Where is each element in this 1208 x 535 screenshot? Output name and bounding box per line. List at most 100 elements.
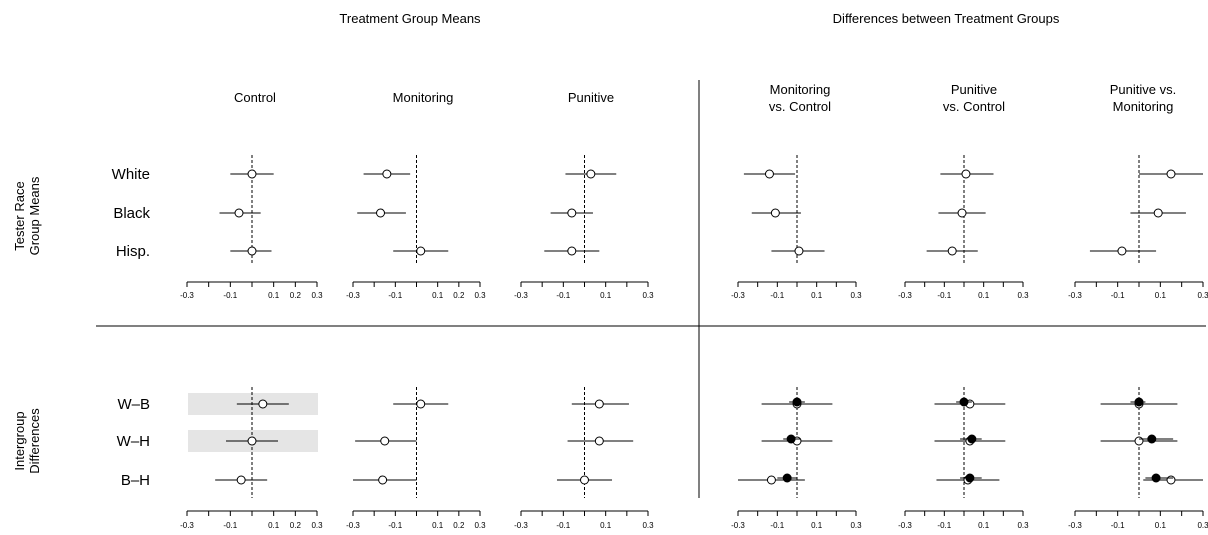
- point-estimate-open: [594, 436, 604, 446]
- point-estimate-open: [957, 208, 967, 218]
- column-title: Punitive: [568, 90, 614, 105]
- point-estimate-filled: [786, 434, 796, 444]
- x-tick-label: -0.3: [1068, 291, 1082, 300]
- x-tick-label: 0.2: [453, 291, 465, 300]
- x-tick-label: -0.1: [770, 521, 784, 530]
- column-title: vs. Control: [769, 99, 831, 114]
- x-tick-label: -0.1: [223, 291, 237, 300]
- x-tick-label: 0.1: [432, 521, 444, 530]
- point-estimate-open: [247, 246, 257, 256]
- x-tick-label: -0.1: [1111, 291, 1125, 300]
- column-title: Punitive vs.: [1110, 82, 1176, 97]
- x-tick-label: 0.1: [978, 291, 990, 300]
- top-row-label-line: Tester Race: [12, 181, 27, 250]
- point-estimate-open: [258, 399, 268, 409]
- x-tick-label: 0.3: [474, 521, 486, 530]
- point-estimate-open: [1117, 246, 1127, 256]
- point-estimate-open: [1134, 436, 1144, 446]
- right-heading: Differences between Treatment Groups: [833, 11, 1060, 26]
- x-tick-label: 0.2: [290, 291, 302, 300]
- x-tick-label: -0.1: [556, 291, 570, 300]
- top-row-label: Tester Race Group Means: [12, 176, 42, 255]
- x-tick-label: -0.3: [514, 521, 528, 530]
- x-tick-label: 0.1: [432, 291, 444, 300]
- x-tick-label: -0.1: [223, 521, 237, 530]
- bottom-row-label: Intergroup Differences: [12, 408, 42, 474]
- point-estimate-open: [382, 169, 392, 179]
- x-tick-label: 0.3: [311, 521, 323, 530]
- x-tick-label: 0.3: [1197, 291, 1208, 300]
- x-tick-label: -0.3: [514, 291, 528, 300]
- x-tick-label: -0.3: [1068, 521, 1082, 530]
- point-estimate-open: [961, 169, 971, 179]
- x-tick-label: 0.3: [311, 291, 323, 300]
- x-tick-label: -0.3: [898, 521, 912, 530]
- x-tick-label: -0.1: [937, 521, 951, 530]
- x-tick-label: 0.3: [850, 291, 862, 300]
- point-estimate-open: [247, 436, 257, 446]
- x-tick-label: -0.3: [731, 291, 745, 300]
- x-tick-label: -0.1: [388, 521, 402, 530]
- x-tick-label: -0.1: [770, 291, 784, 300]
- x-tick-label: 0.3: [1197, 521, 1208, 530]
- point-estimate-filled: [782, 473, 792, 483]
- column-title: Monitoring: [393, 90, 454, 105]
- column-title: Punitive: [951, 82, 997, 97]
- column-title: vs. Control: [943, 99, 1005, 114]
- row-category-label: W–H: [117, 433, 150, 450]
- point-estimate-open: [1166, 169, 1176, 179]
- x-tick-label: -0.3: [346, 291, 360, 300]
- point-estimate-open: [234, 208, 244, 218]
- point-estimate-open: [586, 169, 596, 179]
- bottom-row-label-line: Differences: [27, 408, 42, 474]
- x-tick-label: 0.1: [600, 291, 612, 300]
- x-tick-label: 0.2: [290, 521, 302, 530]
- point-estimate-filled: [1151, 473, 1161, 483]
- point-estimate-open: [766, 475, 776, 485]
- point-estimate-open: [794, 246, 804, 256]
- point-estimate-open: [247, 169, 257, 179]
- plot-layer: Control Monitoring Punitive Monitoring vs. C…: [112, 82, 1208, 530]
- x-tick-label: 0.3: [642, 521, 654, 530]
- row-category-label: Hisp.: [116, 243, 150, 260]
- point-estimate-open: [764, 169, 774, 179]
- point-estimate-open: [378, 475, 388, 485]
- point-estimate-open: [416, 399, 426, 409]
- point-estimate-open: [947, 246, 957, 256]
- point-estimate-open: [376, 208, 386, 218]
- point-estimate-open: [594, 399, 604, 409]
- x-tick-label: 0.1: [1155, 291, 1167, 300]
- x-tick-label: 0.1: [1155, 521, 1167, 530]
- point-estimate-open: [1166, 475, 1176, 485]
- point-estimate-filled: [792, 397, 802, 407]
- x-tick-label: 0.1: [268, 521, 280, 530]
- x-tick-label: 0.3: [1017, 521, 1029, 530]
- row-category-label: W–B: [117, 396, 150, 413]
- point-estimate-open: [567, 208, 577, 218]
- x-tick-label: -0.1: [1111, 521, 1125, 530]
- x-tick-label: 0.3: [850, 521, 862, 530]
- x-tick-label: 0.3: [1017, 291, 1029, 300]
- x-tick-label: -0.1: [388, 291, 402, 300]
- x-tick-label: -0.3: [346, 521, 360, 530]
- x-tick-label: 0.1: [978, 521, 990, 530]
- x-tick-label: 0.2: [453, 521, 465, 530]
- point-estimate-open: [1153, 208, 1163, 218]
- x-tick-label: -0.3: [731, 521, 745, 530]
- point-estimate-filled: [1134, 397, 1144, 407]
- x-tick-label: -0.3: [898, 291, 912, 300]
- column-title: Monitoring: [1113, 99, 1174, 114]
- x-tick-label: -0.1: [556, 521, 570, 530]
- x-tick-label: 0.1: [600, 521, 612, 530]
- left-heading: Treatment Group Means: [339, 11, 481, 26]
- row-category-label: B–H: [121, 472, 150, 489]
- row-category-label: White: [112, 166, 150, 183]
- x-tick-label: 0.3: [642, 291, 654, 300]
- point-estimate-open: [236, 475, 246, 485]
- top-row-label-line: Group Means: [27, 176, 42, 255]
- x-tick-label: 0.3: [474, 291, 486, 300]
- point-estimate-filled: [959, 397, 969, 407]
- point-estimate-open: [580, 475, 589, 485]
- point-estimate-open: [770, 208, 780, 218]
